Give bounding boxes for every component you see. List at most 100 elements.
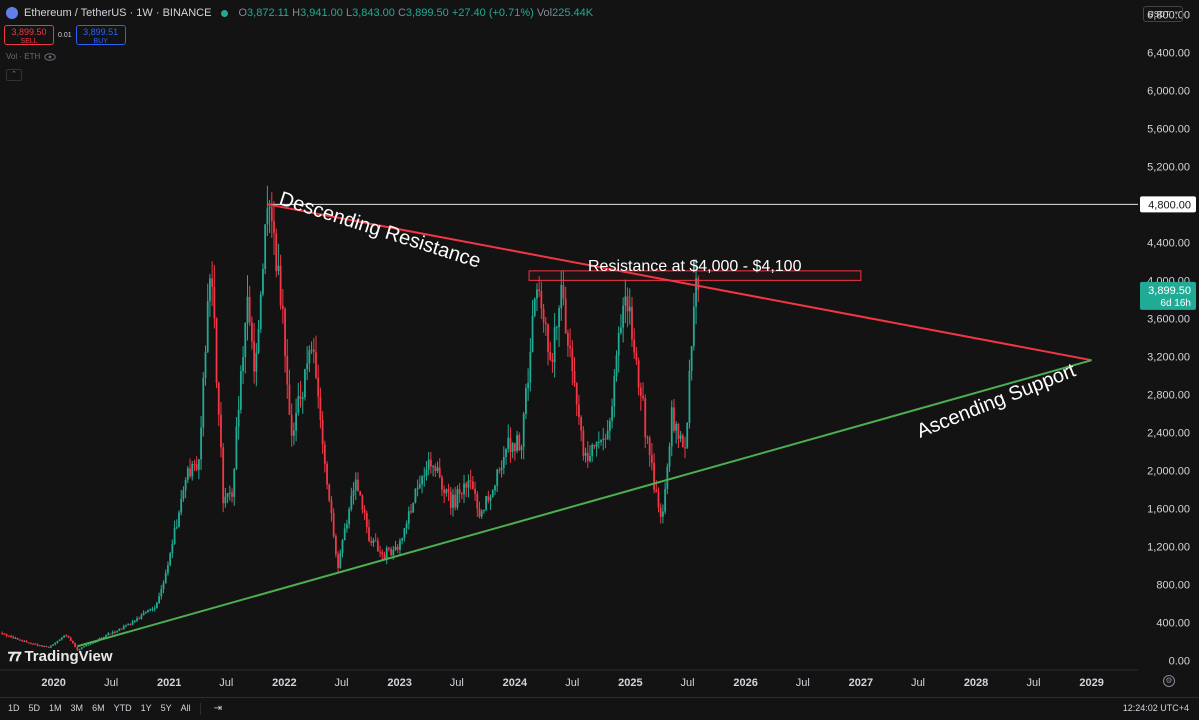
range-6m[interactable]: 6M — [92, 703, 105, 713]
buy-button[interactable]: 3,899.51 BUY — [75, 25, 126, 45]
candle-body — [127, 624, 130, 626]
candle-body — [16, 637, 19, 640]
candle-body — [542, 308, 545, 323]
candle-body — [593, 444, 596, 447]
open-value: 3,872.11 — [247, 7, 290, 19]
currency-selector[interactable]: USDT — [1143, 6, 1183, 22]
candle-body — [292, 430, 295, 436]
time-axis[interactable]: 2020 Jul 2021 Jul 2022 Jul 2023 Jul 2024 Jul 2025 J… — [41, 677, 1103, 689]
change-value: +27.40 (+0.71%) — [451, 7, 534, 19]
candle-body — [275, 233, 278, 272]
time-tick-label: Jul — [681, 677, 695, 689]
candle-body — [383, 554, 386, 559]
candle-body — [36, 644, 39, 646]
candle-body — [180, 498, 183, 513]
candle-body — [323, 444, 326, 464]
range-1y[interactable]: 1Y — [140, 703, 152, 713]
range-5y[interactable]: 5Y — [160, 703, 172, 713]
candle-body — [573, 371, 576, 384]
candle-body — [206, 301, 209, 353]
sell-price: 3,899.50 — [11, 27, 47, 37]
ascending-support-line — [77, 359, 1092, 648]
price-tick-label: 6,000.00 — [1147, 85, 1190, 97]
candle-body — [518, 435, 521, 451]
candle-body — [200, 427, 202, 460]
candle-body — [414, 488, 417, 503]
candle-body — [465, 483, 468, 488]
candle-body — [259, 294, 262, 330]
candle-body — [522, 413, 525, 448]
candle-body — [182, 490, 185, 499]
candle-body — [339, 552, 342, 568]
candle-body — [692, 306, 695, 347]
candle-body — [315, 352, 317, 378]
tradingview-logo: 𝟕𝟕 TradingView — [8, 648, 113, 665]
candle-body — [469, 480, 472, 482]
candle-body — [162, 583, 165, 590]
candle-body — [246, 296, 249, 324]
range-1d[interactable]: 1D — [8, 703, 20, 713]
candle-body — [58, 639, 61, 641]
candle-body — [379, 551, 381, 553]
candle-body — [191, 463, 194, 477]
candle-body — [491, 490, 494, 497]
candle-body — [262, 268, 264, 295]
candle-body — [410, 511, 412, 513]
symbol-title[interactable]: Ethereum / TetherUS · 1W · BINANCE — [24, 7, 212, 19]
candle-body — [595, 442, 598, 447]
candle-body — [423, 476, 426, 478]
candle-body — [308, 350, 311, 364]
range-all[interactable]: All — [180, 703, 191, 713]
candle-body — [204, 352, 207, 378]
price-tick-label: 0.00 — [1169, 655, 1190, 667]
candle-body — [611, 406, 613, 421]
candle-body — [83, 646, 85, 648]
candle-body — [505, 448, 507, 457]
candle-body — [650, 455, 653, 463]
candle-body — [564, 298, 567, 334]
range-ytd[interactable]: YTD — [113, 703, 132, 713]
close-value: 3,899.50 — [405, 7, 449, 19]
candle-body — [178, 512, 180, 528]
calendar-range-icon[interactable]: ⇥ — [213, 703, 223, 714]
collapse-chevron-icon[interactable]: ⌃ — [6, 69, 22, 81]
volume-indicator-legend[interactable]: Vol · ETH — [6, 52, 56, 61]
candle-body — [352, 490, 355, 496]
time-tick-label: 2021 — [157, 677, 181, 689]
candle-body — [445, 489, 448, 494]
candle-body — [326, 463, 328, 485]
eye-icon[interactable] — [44, 52, 56, 61]
candle-body — [319, 396, 322, 420]
candle-body — [306, 363, 309, 370]
candle-body — [284, 308, 286, 357]
candle-body — [657, 492, 660, 508]
candle-body — [438, 467, 441, 478]
candle-body — [30, 643, 32, 645]
candle-body — [653, 462, 655, 490]
candle-body — [429, 459, 432, 467]
candle-body — [111, 631, 114, 634]
candle-body — [34, 643, 37, 645]
candle-body — [425, 469, 428, 477]
range-1m[interactable]: 1M — [49, 703, 62, 713]
price-axis[interactable]: 0.00 400.00 800.00 1,200.00 1,600.00 2,000.00… — [1140, 9, 1196, 667]
candle-body — [597, 441, 600, 443]
time-tick-label: Jul — [219, 677, 233, 689]
candle-body — [385, 548, 388, 559]
sell-button[interactable]: 3,899.50 SELL — [4, 25, 54, 45]
settings-gear-icon[interactable]: ⚙ — [1163, 675, 1175, 687]
range-5d[interactable]: 5D — [28, 703, 41, 713]
time-tick-label: 2023 — [387, 677, 411, 689]
candle-body — [56, 640, 59, 643]
volume-value: 225.44K — [552, 7, 594, 19]
candle-body — [138, 618, 141, 620]
candle-body — [648, 438, 651, 456]
candle-body — [257, 329, 260, 353]
range-buttons: 1D 5D 1M 3M 6M YTD 1Y 5Y All ⇥ — [8, 703, 222, 715]
candle-body — [562, 285, 565, 299]
candle-body — [418, 484, 421, 488]
range-3m[interactable]: 3M — [70, 703, 84, 713]
candle-body — [171, 543, 174, 554]
candle-body — [7, 635, 10, 637]
